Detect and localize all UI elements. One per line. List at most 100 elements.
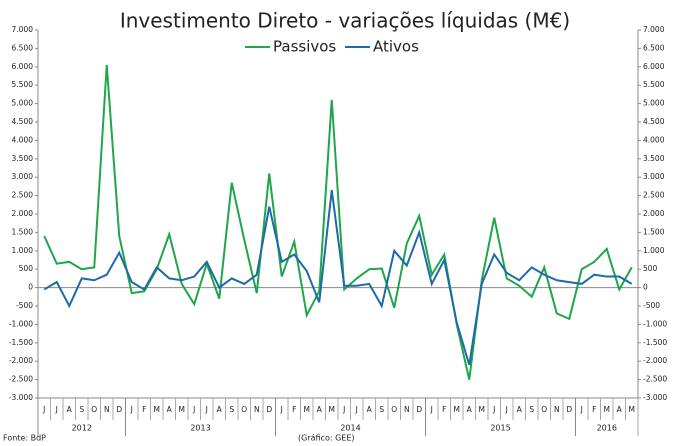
y-tick-label: -2.000 bbox=[9, 356, 33, 365]
legend-label: Passivos bbox=[273, 38, 336, 56]
y2-tick-label: -1.500 bbox=[643, 338, 667, 347]
x-tick-label: A bbox=[367, 405, 373, 414]
y-tick-label: -3.000 bbox=[9, 393, 33, 402]
x-tick-label: A bbox=[617, 405, 623, 414]
y2-tick-label: 500 bbox=[643, 264, 658, 273]
x-tick-label: J bbox=[430, 405, 433, 414]
y2-tick-label: -3.000 bbox=[643, 393, 667, 402]
x-tick-label: M bbox=[304, 405, 310, 414]
y2-tick-label: 1.500 bbox=[643, 227, 665, 236]
y-tick-label: 6.500 bbox=[12, 43, 34, 52]
x-tick-label: N bbox=[254, 405, 260, 414]
x-tick-label: J bbox=[505, 405, 508, 414]
y2-tick-label: 7.000 bbox=[643, 25, 665, 34]
x-tick-label: N bbox=[554, 405, 560, 414]
x-tick-label: M bbox=[454, 405, 460, 414]
y2-tick-label: 6.500 bbox=[643, 43, 665, 52]
x-tick-label: M bbox=[154, 405, 160, 414]
x-tick-label: M bbox=[179, 405, 185, 414]
x-tick-label: J bbox=[580, 405, 583, 414]
series-line bbox=[43, 189, 633, 366]
x-tick-label: F bbox=[142, 405, 146, 414]
x-tick-label: A bbox=[217, 405, 223, 414]
x-tick-label: F bbox=[442, 405, 446, 414]
y-tick-label: 500 bbox=[19, 264, 34, 273]
y2-tick-label: -2.000 bbox=[643, 356, 667, 365]
x-tick-label: D bbox=[416, 405, 422, 414]
x-tick-label: J bbox=[280, 405, 283, 414]
source: Fonte: BdP bbox=[3, 434, 46, 443]
y-tick-label: -1.500 bbox=[9, 338, 33, 347]
note: (Gráfico: GEE) bbox=[298, 434, 355, 443]
x-tick-label: O bbox=[241, 405, 247, 414]
x-tick-label: S bbox=[229, 405, 234, 414]
x-tick-label: S bbox=[379, 405, 384, 414]
x-tick-label: S bbox=[79, 405, 84, 414]
y2-tick-label: 6.000 bbox=[643, 62, 665, 71]
y-tick-label: 4.000 bbox=[12, 135, 34, 144]
x-tick-label: S bbox=[529, 405, 534, 414]
x-tick-label: A bbox=[467, 405, 473, 414]
y-tick-label: 1.500 bbox=[12, 227, 34, 236]
y2-tick-label: 4.500 bbox=[643, 117, 665, 126]
x-tick-label: O bbox=[391, 405, 397, 414]
y-tick-label: 3.000 bbox=[12, 172, 34, 181]
y-tick-label: 5.500 bbox=[12, 80, 34, 89]
y2-tick-label: -1.000 bbox=[643, 319, 667, 328]
y2-tick-label: -500 bbox=[643, 301, 660, 310]
x-tick-label: F bbox=[592, 405, 596, 414]
y-tick-label: 2.500 bbox=[12, 191, 34, 200]
y-tick-label: 4.500 bbox=[12, 117, 34, 126]
x-tick-label: J bbox=[130, 405, 133, 414]
year-label: 2014 bbox=[340, 424, 360, 433]
x-tick-label: M bbox=[629, 405, 635, 414]
x-tick-label: O bbox=[541, 405, 547, 414]
y2-tick-label: 0 bbox=[643, 283, 648, 292]
x-tick-label: A bbox=[517, 405, 523, 414]
y-tick-label: 2.000 bbox=[12, 209, 34, 218]
x-tick-label: D bbox=[116, 405, 122, 414]
x-tick-label: J bbox=[42, 405, 45, 414]
y-tick-label: -500 bbox=[16, 301, 33, 310]
x-tick-label: N bbox=[104, 405, 110, 414]
y-tick-label: 3.500 bbox=[12, 154, 34, 163]
y2-tick-label: 5.500 bbox=[643, 80, 665, 89]
chart-title: Investimento Direto - variações líquidas… bbox=[120, 9, 570, 33]
x-tick-label: N bbox=[404, 405, 410, 414]
x-tick-label: J bbox=[355, 405, 358, 414]
x-tick-label: F bbox=[292, 405, 296, 414]
y2-tick-label: 2.500 bbox=[643, 191, 665, 200]
x-tick-label: A bbox=[167, 405, 173, 414]
y2-tick-label: 5.000 bbox=[643, 99, 665, 108]
y-tick-label: 5.000 bbox=[12, 99, 34, 108]
y2-tick-label: 3.000 bbox=[643, 172, 665, 181]
x-tick-label: M bbox=[604, 405, 610, 414]
y2-tick-label: 1.000 bbox=[643, 246, 665, 255]
year-label: 2013 bbox=[190, 424, 210, 433]
x-tick-label: O bbox=[91, 405, 97, 414]
x-tick-label: J bbox=[492, 405, 495, 414]
x-tick-label: J bbox=[205, 405, 208, 414]
x-tick-label: J bbox=[55, 405, 58, 414]
x-tick-label: J bbox=[342, 405, 345, 414]
y2-tick-label: 2.000 bbox=[643, 209, 665, 218]
y2-tick-label: -2.500 bbox=[643, 375, 667, 384]
y2-tick-label: 3.500 bbox=[643, 154, 665, 163]
y-tick-label: 7.000 bbox=[12, 25, 34, 34]
x-tick-label: M bbox=[329, 405, 335, 414]
y-tick-label: 0 bbox=[28, 283, 33, 292]
x-tick-label: D bbox=[266, 405, 272, 414]
x-tick-label: A bbox=[317, 405, 323, 414]
x-tick-label: A bbox=[67, 405, 73, 414]
y-tick-label: 6.000 bbox=[12, 62, 34, 71]
y2-tick-label: 4.000 bbox=[643, 135, 665, 144]
x-tick-label: M bbox=[479, 405, 485, 414]
year-label: 2012 bbox=[72, 424, 92, 433]
y-tick-label: 1.000 bbox=[12, 246, 34, 255]
x-tick-label: D bbox=[566, 405, 572, 414]
legend-label: Ativos bbox=[373, 38, 419, 56]
year-label: 2016 bbox=[597, 424, 617, 433]
y-tick-label: -1.000 bbox=[9, 319, 33, 328]
series-line bbox=[43, 64, 633, 380]
